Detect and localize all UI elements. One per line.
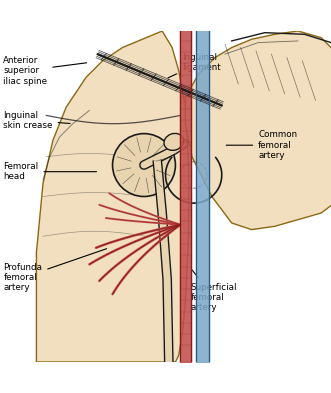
Text: Inguinal
ligament: Inguinal ligament [168,53,221,78]
Text: Femoral
head: Femoral head [3,162,97,182]
Text: Common
femoral
artery: Common femoral artery [226,130,297,160]
Text: Profunda
femoral
artery: Profunda femoral artery [3,249,107,292]
Polygon shape [185,31,331,230]
Ellipse shape [164,133,183,151]
Polygon shape [36,31,189,362]
Text: Superficial
femoral
artery: Superficial femoral artery [190,270,237,312]
Text: Anterior
superior
iliac spine: Anterior superior iliac spine [3,56,87,86]
Circle shape [113,134,175,196]
Text: Inguinal
skin crease: Inguinal skin crease [3,111,70,130]
